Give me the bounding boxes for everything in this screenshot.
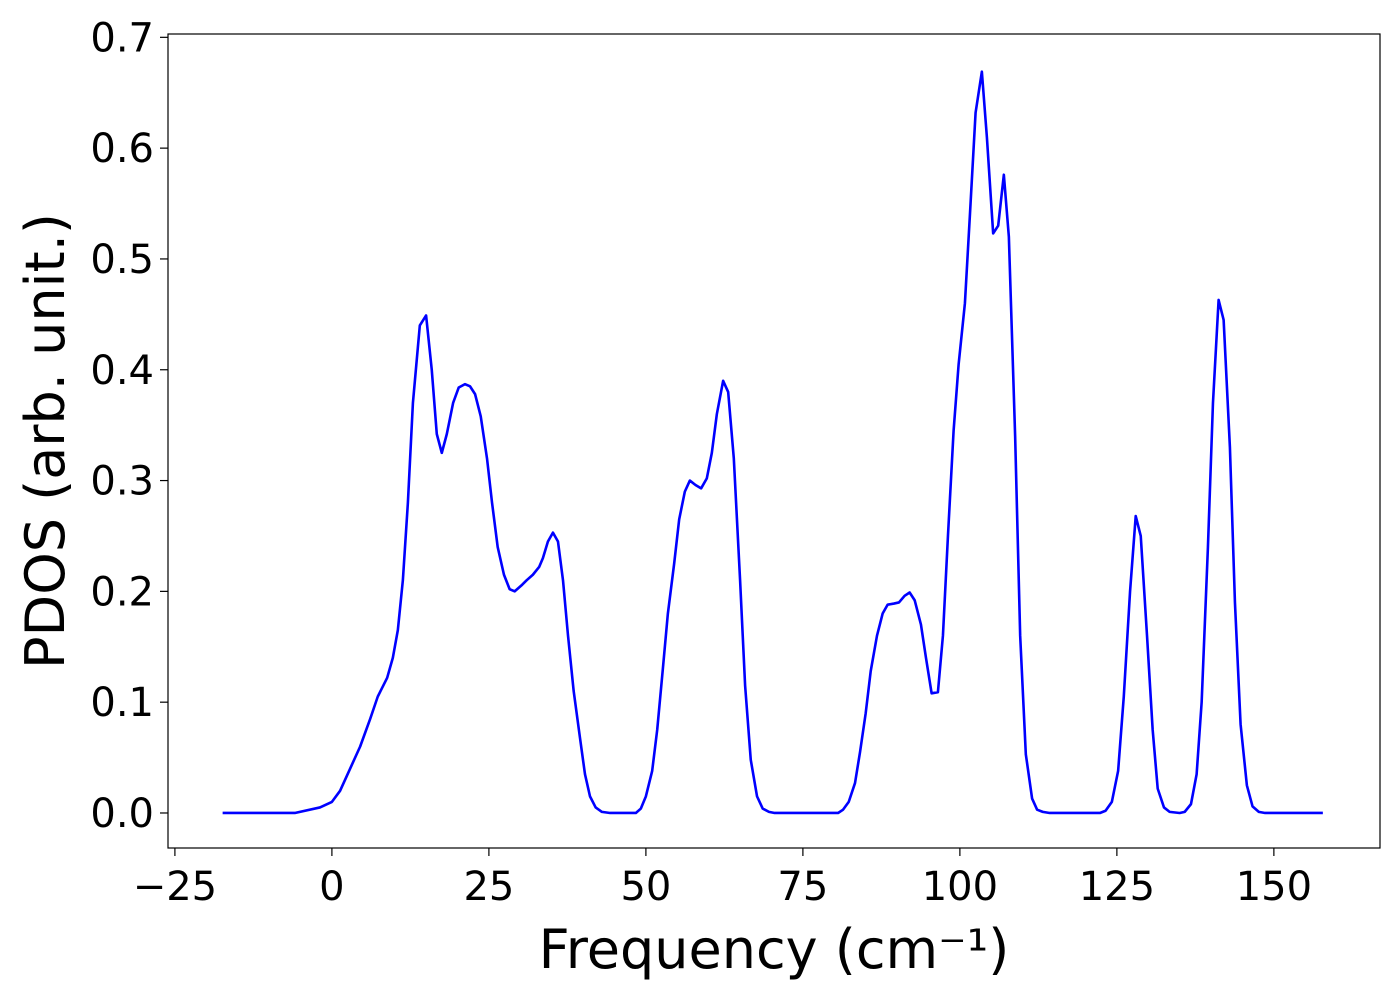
plot-frame bbox=[167, 33, 1381, 849]
y-tick-label: 0.6 bbox=[90, 126, 154, 172]
y-tick-label: 0.4 bbox=[90, 348, 154, 394]
y-tick-label: 0.7 bbox=[90, 15, 154, 61]
x-tick-label: 125 bbox=[1079, 864, 1155, 910]
x-tick-label: 0 bbox=[319, 864, 344, 910]
x-axis-label: Frequency (cm⁻¹) bbox=[539, 918, 1010, 981]
x-tick-label: −25 bbox=[133, 864, 217, 910]
y-axis-label: PDOS (arb. unit.) bbox=[14, 213, 77, 669]
y-tick-label: 0.5 bbox=[90, 237, 154, 283]
y-tick-label: 0.1 bbox=[90, 680, 154, 726]
x-tick-label: 150 bbox=[1236, 864, 1312, 910]
y-tick-label: 0.3 bbox=[90, 459, 154, 505]
x-tick-label: 100 bbox=[922, 864, 998, 910]
y-tick-label: 0.2 bbox=[90, 569, 154, 615]
y-tick-label: 0.0 bbox=[90, 791, 154, 837]
x-tick-label: 25 bbox=[463, 864, 514, 910]
x-tick-label: 50 bbox=[620, 864, 671, 910]
line-series bbox=[222, 70, 1323, 815]
x-tick-label: 75 bbox=[777, 864, 828, 910]
